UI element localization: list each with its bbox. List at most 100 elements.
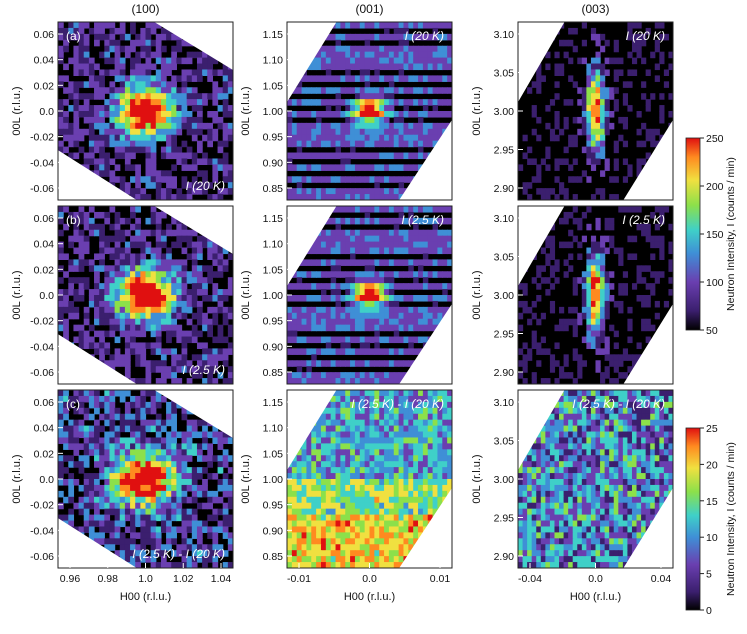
heatmap-cell bbox=[447, 437, 452, 444]
heatmap-cell bbox=[296, 134, 303, 142]
heatmap-cell bbox=[427, 22, 434, 29]
heatmap-cell bbox=[222, 295, 229, 302]
heatmap-cell bbox=[119, 105, 126, 112]
heatmap-cell bbox=[94, 502, 100, 510]
heatmap-cell bbox=[78, 526, 85, 533]
heatmap-cell bbox=[171, 484, 177, 492]
heatmap-cell bbox=[58, 437, 64, 444]
heatmap-cell bbox=[418, 336, 424, 344]
heatmap-cell bbox=[78, 265, 85, 272]
heatmap-cell bbox=[581, 360, 587, 367]
heatmap-cell bbox=[114, 57, 121, 65]
heatmap-cell bbox=[442, 306, 448, 314]
heatmap-cell bbox=[340, 413, 346, 421]
heatmap-cell bbox=[403, 176, 409, 183]
heatmap-cell bbox=[641, 229, 647, 237]
heatmap-cell bbox=[595, 360, 601, 367]
heatmap-cell bbox=[432, 22, 439, 29]
heatmap-cell bbox=[393, 336, 400, 344]
heatmap-cell bbox=[296, 283, 303, 290]
heatmap-cell bbox=[99, 134, 105, 142]
heatmap-cell bbox=[563, 271, 569, 278]
heatmap-cell bbox=[350, 312, 356, 320]
heatmap-cell bbox=[58, 407, 64, 415]
heatmap-cell bbox=[422, 407, 429, 415]
heatmap-cell bbox=[181, 116, 188, 124]
heatmap-cell bbox=[364, 342, 371, 349]
heatmap-cell bbox=[135, 122, 141, 130]
heatmap-cell bbox=[109, 223, 116, 231]
heatmap-cell bbox=[369, 431, 375, 439]
heatmap-cell bbox=[109, 105, 116, 112]
heatmap-cell bbox=[166, 188, 172, 195]
heatmap-cell bbox=[207, 372, 214, 379]
heatmap-cell bbox=[135, 170, 141, 177]
heatmap-cell bbox=[577, 277, 583, 284]
heatmap-cell bbox=[350, 407, 356, 415]
panel-condition-label: I (20 K) bbox=[186, 179, 225, 193]
heatmap-cell bbox=[350, 75, 356, 82]
heatmap-cell bbox=[350, 295, 356, 302]
heatmap-cell bbox=[631, 283, 638, 290]
heatmap-cell bbox=[320, 437, 327, 444]
heatmap-cell bbox=[374, 277, 380, 284]
heatmap-cell bbox=[359, 342, 366, 349]
heatmap-cell bbox=[345, 449, 351, 456]
heatmap-cell bbox=[340, 283, 346, 290]
heatmap-cell bbox=[388, 413, 395, 421]
heatmap-cell bbox=[350, 229, 356, 237]
heatmap-cell bbox=[99, 75, 105, 82]
heatmap-cell bbox=[374, 241, 380, 249]
heatmap-cell bbox=[330, 449, 337, 456]
heatmap-cell bbox=[422, 437, 429, 444]
heatmap-cell bbox=[291, 306, 298, 314]
heatmap-cell bbox=[384, 407, 390, 415]
heatmap-cell bbox=[88, 122, 95, 130]
heatmap-cell bbox=[114, 295, 121, 302]
heatmap-cell bbox=[340, 419, 346, 427]
heatmap-cell bbox=[150, 211, 157, 219]
heatmap-cell bbox=[140, 443, 147, 450]
heatmap-cell bbox=[325, 449, 332, 456]
heatmap-cell bbox=[176, 484, 183, 492]
heatmap-cell bbox=[207, 265, 214, 272]
heatmap-cell bbox=[613, 360, 619, 367]
heatmap-cell bbox=[364, 431, 371, 439]
heatmap-cell bbox=[222, 360, 229, 367]
heatmap-cell bbox=[94, 283, 100, 290]
heatmap-cell bbox=[641, 39, 647, 47]
heatmap-cell bbox=[207, 324, 214, 332]
heatmap-cell bbox=[196, 354, 203, 361]
heatmap-cell bbox=[160, 544, 167, 551]
heatmap-cell bbox=[176, 295, 183, 302]
heatmap-cell bbox=[408, 176, 414, 183]
heatmap-cell bbox=[58, 431, 64, 439]
heatmap-cell bbox=[568, 27, 574, 35]
heatmap-cell bbox=[109, 401, 116, 409]
heatmap-cell bbox=[359, 378, 366, 384]
heatmap-cell bbox=[207, 556, 214, 563]
heatmap-cell bbox=[181, 158, 188, 165]
heatmap-cell bbox=[222, 490, 229, 498]
heatmap-cell bbox=[287, 312, 293, 320]
heatmap-cell bbox=[73, 306, 80, 314]
heatmap-cell bbox=[586, 75, 592, 82]
heatmap-cell bbox=[631, 235, 638, 243]
heatmap-cell bbox=[645, 223, 651, 231]
heatmap-cell bbox=[631, 69, 638, 76]
heatmap-cell bbox=[291, 295, 298, 302]
heatmap-cell bbox=[364, 283, 371, 290]
heatmap-cell bbox=[119, 449, 126, 456]
heatmap-cell bbox=[540, 75, 546, 82]
heatmap-cell bbox=[369, 259, 375, 266]
heatmap-cell bbox=[595, 63, 601, 71]
heatmap-cell bbox=[63, 330, 69, 338]
heatmap-cell bbox=[176, 105, 183, 112]
heatmap-cell bbox=[408, 271, 414, 278]
heatmap-cell bbox=[388, 259, 395, 266]
heatmap-cell bbox=[68, 122, 75, 130]
heatmap-cell bbox=[577, 253, 583, 260]
heatmap-cell bbox=[130, 348, 136, 355]
heatmap-cell bbox=[354, 300, 361, 308]
heatmap-cell bbox=[442, 443, 448, 450]
